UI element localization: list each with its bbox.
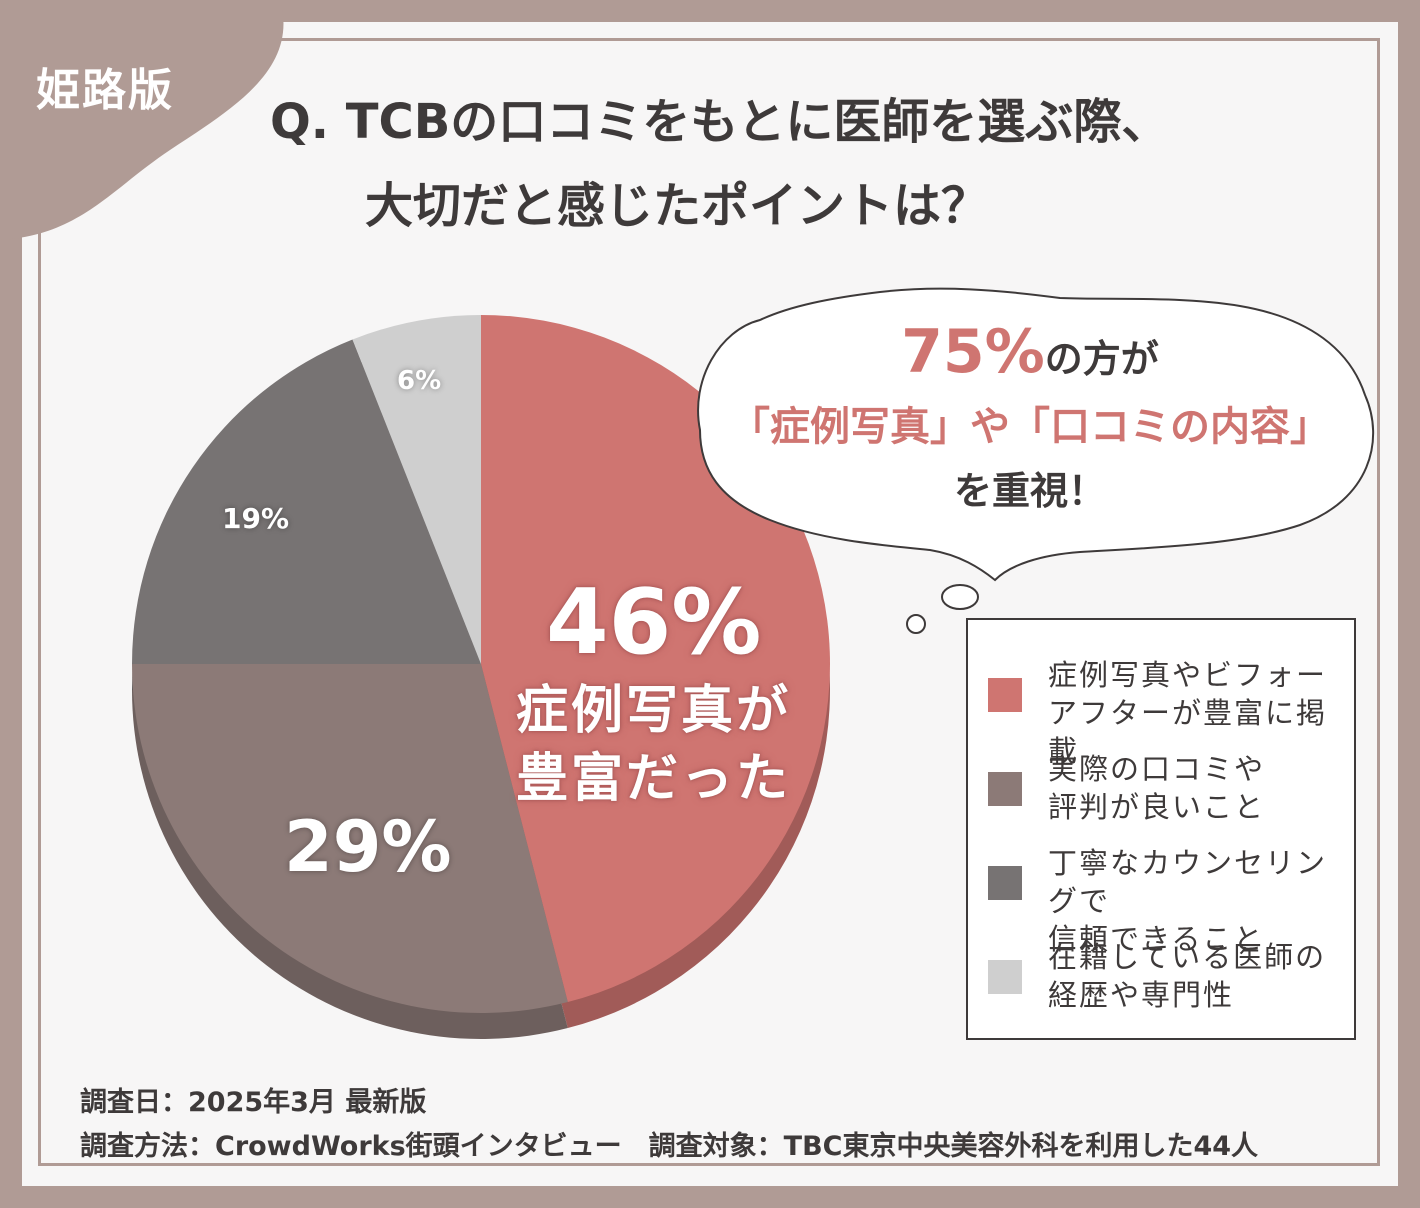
- pie-slice-1: [132, 664, 568, 1013]
- slice-caption-46-line2: 豊富だった: [516, 749, 792, 809]
- pie-slice-3: [352, 315, 481, 664]
- legend-swatch: [988, 772, 1022, 806]
- legend-swatch: [988, 960, 1022, 994]
- slice-label-6: 6%: [397, 366, 442, 396]
- legend-label: 在籍している医師の 経歴や専門性: [1048, 940, 1327, 1012]
- legend-item: 丁寧なカウンセリングで 信頼できること: [988, 844, 1348, 956]
- legend-item: 症例写真やビフォー アフターが豊富に掲載: [988, 656, 1348, 768]
- slice-caption-46-line1: 症例写真が: [516, 681, 792, 741]
- legend-label: 丁寧なカウンセリングで 信頼できること: [1048, 846, 1328, 956]
- pie-slice-2: [132, 339, 481, 664]
- legend-label: 実際の口コミや 評判が良いこと: [1048, 752, 1266, 824]
- question-line-1: Q. TCBの口コミをもとに医師を選ぶ際、: [270, 94, 1170, 150]
- question-line-2: 大切だと感じたポイントは？: [365, 178, 990, 234]
- bubble-text-2: 「症例写真」や「口コミの内容」: [730, 404, 1330, 450]
- legend-swatch: [988, 678, 1022, 712]
- badge-shape: [0, 0, 284, 240]
- bubble-text-3: を重視！: [953, 469, 1106, 513]
- bubble-percentage: 75%: [901, 317, 1045, 387]
- bubble-text-1: の方が: [1044, 337, 1159, 381]
- slice-label-29: 29%: [284, 806, 452, 888]
- question-title: Q. TCBの口コミをもとに医師を選ぶ際、 大切だと感じたポイントは？: [270, 80, 1380, 248]
- inner-border: [38, 38, 1380, 1166]
- survey-method: 調査方法：CrowdWorks街頭インタビュー 調査対象：TBC東京中央美容外科…: [80, 1131, 1259, 1162]
- region-badge: 姫路版: [36, 65, 174, 116]
- slice-label-19: 19%: [222, 502, 290, 535]
- chart-legend: 症例写真やビフォー アフターが豊富に掲載 実際の口コミや 評判が良いこと 丁寧なカウ…: [966, 618, 1356, 1040]
- legend-item: 実際の口コミや 評判が良いこと: [988, 750, 1348, 830]
- slice-label-46: 46%: [546, 570, 762, 675]
- legend-swatch: [988, 866, 1022, 900]
- legend-item: 在籍している医師の 経歴や専門性: [988, 938, 1348, 1018]
- survey-date: 調査日：2025年3月 最新版: [80, 1087, 427, 1118]
- bubble-text: 75%の方が 「症例写真」や「口コミの内容」 を重視！: [690, 316, 1370, 523]
- legend-label: 症例写真やビフォー アフターが豊富に掲載: [1048, 658, 1328, 768]
